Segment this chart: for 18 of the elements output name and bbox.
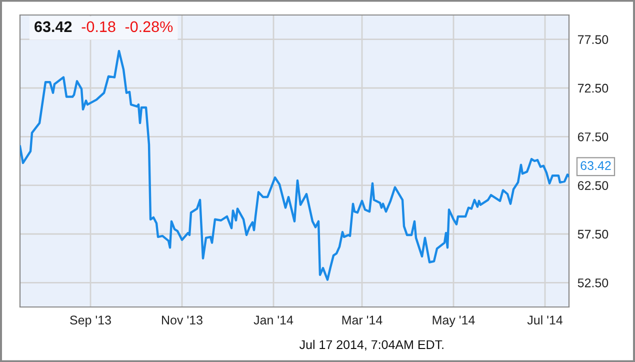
line-series — [20, 50, 569, 281]
text: Jul 17 2014, 7:04AM EDT. — [299, 340, 444, 351]
y-tick-label: 52.50 — [578, 278, 608, 288]
x-tick-label: Jul '14 — [527, 315, 563, 325]
y-tick-label: 62.50 — [578, 181, 608, 190]
y-tick-label: 57.50 — [578, 230, 608, 239]
chart-title: 63.42 — [34, 21, 72, 32]
x-tick-label: Nov '13 — [162, 316, 202, 325]
y-tick-label: 77.50 — [578, 35, 608, 44]
annotation: -0.28% — [125, 21, 173, 32]
y-tick-label: 67.50 — [578, 132, 608, 142]
x-tick-label: Sep '13 — [70, 316, 111, 327]
y-tick-label: 72.50 — [578, 84, 608, 93]
x-tick-label: Jan '14 — [254, 316, 294, 325]
data-label: 63.42 — [580, 161, 611, 170]
annotation: -0.18 — [82, 21, 116, 32]
x-tick-label: May '14 — [432, 316, 475, 327]
x-tick-label: Mar '14 — [342, 316, 382, 325]
